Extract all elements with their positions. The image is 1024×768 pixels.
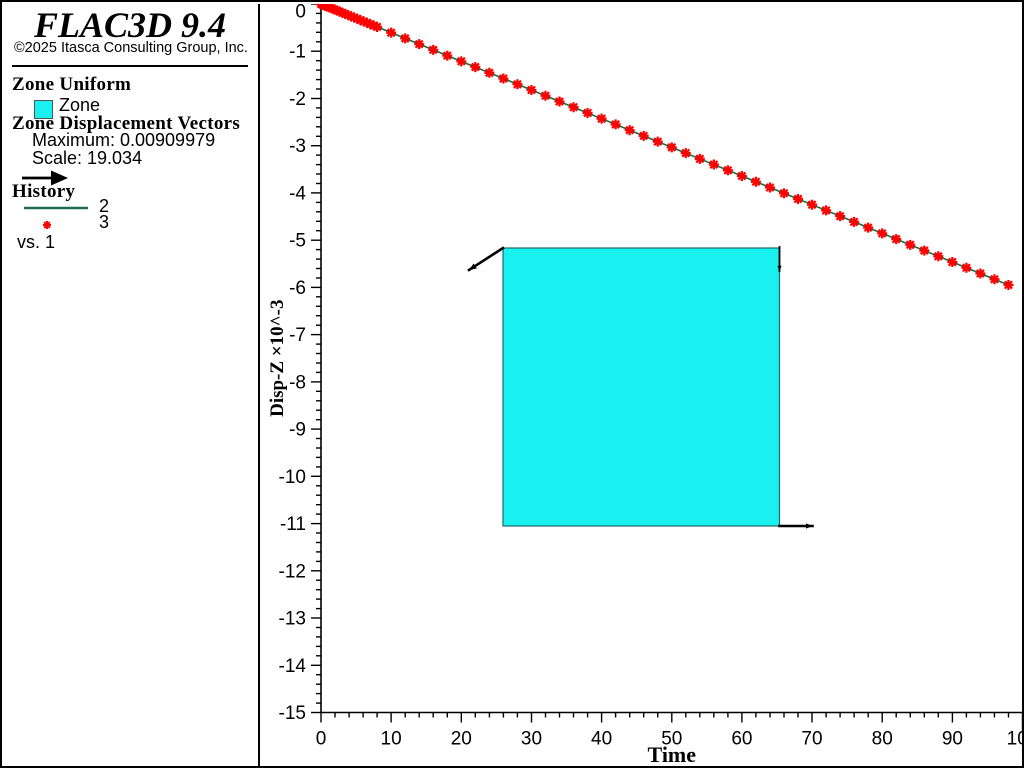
svg-text:10: 10 — [381, 729, 402, 750]
svg-text:90: 90 — [942, 729, 963, 750]
svg-text:-11: -11 — [280, 514, 306, 535]
svg-text:-7: -7 — [289, 325, 306, 346]
svg-text:-10: -10 — [279, 467, 306, 488]
svg-text:-6: -6 — [289, 278, 306, 299]
svg-text:0: 0 — [295, 4, 306, 23]
svg-text:-12: -12 — [279, 561, 306, 582]
svg-text:60: 60 — [731, 729, 752, 750]
svg-text:Disp-Z ×10^-3: Disp-Z ×10^-3 — [267, 299, 288, 416]
svg-text:-8: -8 — [289, 372, 306, 393]
svg-text:Time: Time — [648, 742, 697, 767]
svg-text:80: 80 — [872, 729, 893, 750]
svg-text:-9: -9 — [289, 420, 306, 441]
svg-text:70: 70 — [801, 729, 822, 750]
svg-text:-2: -2 — [289, 89, 306, 110]
svg-text:20: 20 — [451, 729, 472, 750]
svg-text:-14: -14 — [279, 656, 307, 677]
svg-text:40: 40 — [591, 729, 612, 750]
svg-text:30: 30 — [521, 729, 542, 750]
svg-text:-13: -13 — [279, 609, 306, 630]
svg-text:-3: -3 — [289, 136, 306, 157]
svg-text:-4: -4 — [289, 183, 306, 204]
svg-text:-15: -15 — [279, 703, 306, 724]
svg-text:-5: -5 — [289, 231, 306, 252]
svg-text:-1: -1 — [289, 42, 306, 63]
svg-text:0: 0 — [316, 729, 327, 750]
svg-text:100: 100 — [1007, 729, 1024, 750]
